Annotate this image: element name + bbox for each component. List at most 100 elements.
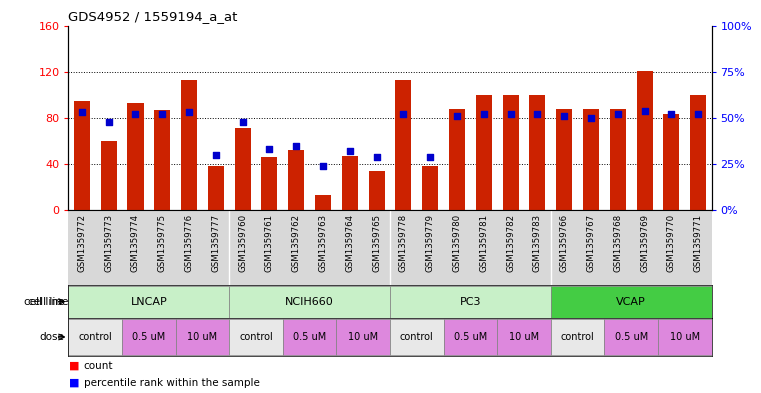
Text: GSM1359775: GSM1359775	[158, 214, 167, 272]
Bar	[502, 95, 519, 210]
Bar	[658, 319, 712, 355]
Bar	[262, 157, 278, 210]
Point	[612, 111, 624, 118]
Bar	[610, 108, 626, 210]
Text: VCAP: VCAP	[616, 297, 646, 307]
Text: GSM1359765: GSM1359765	[372, 214, 381, 272]
Bar	[604, 319, 658, 355]
Text: percentile rank within the sample: percentile rank within the sample	[84, 378, 260, 387]
Text: GSM1359782: GSM1359782	[506, 214, 515, 272]
Bar	[551, 319, 604, 355]
Point	[531, 111, 543, 118]
Text: GSM1359770: GSM1359770	[667, 214, 676, 272]
Text: GSM1359768: GSM1359768	[613, 214, 622, 272]
Text: GSM1359779: GSM1359779	[425, 214, 435, 272]
Point	[585, 115, 597, 121]
Text: control: control	[561, 332, 594, 342]
Bar	[556, 108, 572, 210]
Point	[183, 109, 195, 116]
Text: PC3: PC3	[460, 297, 481, 307]
Text: 0.5 uM: 0.5 uM	[454, 332, 487, 342]
Text: GSM1359763: GSM1359763	[319, 214, 327, 272]
Text: GDS4952 / 1559194_a_at: GDS4952 / 1559194_a_at	[68, 10, 238, 23]
Point	[558, 113, 570, 119]
Point	[478, 111, 490, 118]
Bar	[636, 71, 653, 210]
Text: NCIH660: NCIH660	[285, 297, 334, 307]
Bar	[74, 101, 90, 210]
Text: GSM1359773: GSM1359773	[104, 214, 113, 272]
Point	[371, 154, 383, 160]
Bar	[530, 95, 546, 210]
Text: cell line: cell line	[28, 297, 68, 307]
Text: GSM1359764: GSM1359764	[345, 214, 355, 272]
Text: count: count	[84, 361, 113, 371]
Text: GSM1359772: GSM1359772	[78, 214, 87, 272]
Bar	[68, 319, 122, 355]
Text: ■: ■	[68, 361, 79, 371]
Bar	[288, 150, 304, 210]
Text: cell line: cell line	[24, 297, 65, 307]
Bar	[497, 319, 551, 355]
Bar	[551, 286, 712, 318]
Text: GSM1359781: GSM1359781	[479, 214, 489, 272]
Bar	[336, 319, 390, 355]
Point	[505, 111, 517, 118]
Bar	[234, 128, 250, 210]
Text: 0.5 uM: 0.5 uM	[293, 332, 326, 342]
Text: GSM1359769: GSM1359769	[640, 214, 649, 272]
Text: GSM1359771: GSM1359771	[693, 214, 702, 272]
Bar	[396, 80, 412, 210]
Point	[344, 148, 356, 154]
Text: ■: ■	[68, 378, 79, 387]
Text: GSM1359777: GSM1359777	[212, 214, 221, 272]
Text: 0.5 uM: 0.5 uM	[132, 332, 165, 342]
Text: control: control	[78, 332, 112, 342]
Bar	[390, 286, 551, 318]
Point	[665, 111, 677, 118]
Bar	[100, 141, 116, 210]
Bar	[390, 319, 444, 355]
Bar	[476, 95, 492, 210]
Text: GSM1359760: GSM1359760	[238, 214, 247, 272]
Bar	[181, 80, 197, 210]
Text: LNCAP: LNCAP	[130, 297, 167, 307]
Bar	[422, 166, 438, 210]
Point	[103, 118, 115, 125]
Text: GSM1359783: GSM1359783	[533, 214, 542, 272]
Text: GSM1359780: GSM1359780	[453, 214, 461, 272]
Bar	[154, 110, 170, 210]
Bar	[68, 286, 229, 318]
Text: 10 uM: 10 uM	[509, 332, 539, 342]
Text: GSM1359774: GSM1359774	[131, 214, 140, 272]
Text: control: control	[239, 332, 273, 342]
Bar	[342, 156, 358, 210]
Bar	[690, 95, 706, 210]
Point	[424, 154, 436, 160]
Point	[290, 142, 302, 149]
Point	[237, 118, 249, 125]
Text: GSM1359767: GSM1359767	[587, 214, 595, 272]
Bar	[208, 166, 224, 210]
Bar	[444, 319, 497, 355]
Text: 0.5 uM: 0.5 uM	[615, 332, 648, 342]
Point	[210, 152, 222, 158]
Bar	[315, 195, 331, 210]
Point	[263, 146, 275, 152]
Point	[76, 109, 88, 116]
Text: 10 uM: 10 uM	[670, 332, 700, 342]
Point	[692, 111, 704, 118]
Point	[451, 113, 463, 119]
Bar	[368, 171, 384, 210]
Text: 10 uM: 10 uM	[187, 332, 218, 342]
Text: GSM1359778: GSM1359778	[399, 214, 408, 272]
Text: control: control	[400, 332, 434, 342]
Point	[317, 163, 329, 169]
Bar	[283, 319, 336, 355]
Point	[638, 107, 651, 114]
Bar	[229, 319, 283, 355]
Point	[156, 111, 168, 118]
Text: GSM1359766: GSM1359766	[559, 214, 568, 272]
Bar	[664, 114, 680, 210]
Text: GSM1359776: GSM1359776	[185, 214, 193, 272]
